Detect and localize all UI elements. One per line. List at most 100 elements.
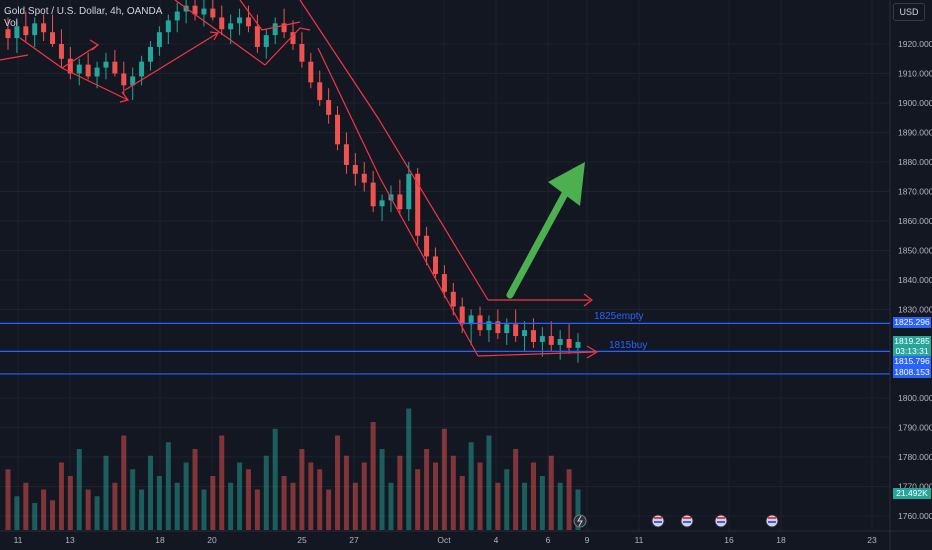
volume-bar xyxy=(406,408,412,530)
volume-bar xyxy=(539,476,545,530)
volume-bar xyxy=(272,428,278,530)
volume-bar xyxy=(468,442,474,530)
volume-bar xyxy=(433,462,438,530)
candle-body xyxy=(406,173,412,210)
candle-body xyxy=(335,114,341,145)
x-tick-label: 25 xyxy=(297,535,307,545)
volume-bar xyxy=(575,489,581,530)
volume-bar xyxy=(326,489,332,530)
candle-body xyxy=(548,336,554,345)
candle-body xyxy=(575,341,581,348)
candle-body xyxy=(58,44,64,59)
candle-body xyxy=(174,11,180,21)
volume-bar xyxy=(299,449,305,530)
candle-body xyxy=(352,164,358,174)
volume-bar xyxy=(370,422,376,530)
volume-bar xyxy=(165,442,171,530)
candle-body xyxy=(299,44,305,62)
volume-label: Vol xyxy=(4,18,18,29)
trend-arrow xyxy=(239,0,301,31)
price-tag-1815: 1815.796 xyxy=(893,356,931,367)
y-tick-label: 1900.000 xyxy=(898,98,932,108)
volume-bar xyxy=(228,482,234,530)
volume-bar xyxy=(237,462,243,530)
volume-bar xyxy=(441,428,447,530)
arrow-head xyxy=(89,39,100,51)
flag-icon[interactable] xyxy=(680,514,694,528)
volume-bar xyxy=(281,476,287,530)
candle-body xyxy=(156,32,162,47)
volume-bar xyxy=(415,469,421,530)
volume-bar xyxy=(139,489,145,530)
candle-body xyxy=(504,324,510,334)
candle-body xyxy=(254,26,260,47)
flag-icon[interactable] xyxy=(714,514,728,528)
volume-bar xyxy=(210,476,216,530)
y-tick-label: 1790.000 xyxy=(898,423,932,433)
price-tag-1825: 1825.296 xyxy=(893,317,931,328)
price-tag-1808: 1808.153 xyxy=(893,367,931,378)
volume-bar xyxy=(130,469,136,530)
flag-icon[interactable] xyxy=(651,514,665,528)
flag-icon[interactable] xyxy=(765,514,779,528)
x-tick-label: 6 xyxy=(546,535,551,545)
candle-body xyxy=(237,17,243,24)
arrow-head xyxy=(586,345,599,359)
volume-bar xyxy=(450,455,456,530)
trend-arrow xyxy=(174,0,266,66)
x-tick-label: Oct xyxy=(437,535,451,545)
volume-bar xyxy=(85,489,91,530)
candle-body xyxy=(121,73,127,86)
volume-bar xyxy=(76,449,82,530)
volume-bar xyxy=(424,449,430,530)
x-tick-label: 4 xyxy=(494,535,499,545)
candle-body xyxy=(32,23,38,36)
volume-bar xyxy=(5,469,11,530)
volume-value-tag: 21.492K xyxy=(893,488,931,499)
flag-stripe xyxy=(768,521,776,523)
candle-body xyxy=(139,61,145,77)
y-tick-label: 1880.000 xyxy=(898,157,932,167)
candle-body xyxy=(361,173,367,183)
candle-body xyxy=(192,5,198,15)
trend-arrow xyxy=(124,32,219,91)
volume-bar xyxy=(112,482,118,530)
flag-stripe xyxy=(683,521,691,523)
volume-bar xyxy=(58,462,64,530)
currency-button[interactable]: USD xyxy=(893,3,925,21)
volume-bar xyxy=(32,503,38,530)
volume-bar xyxy=(522,482,528,530)
candle-body xyxy=(539,336,545,342)
y-tick-label: 1870.000 xyxy=(898,187,932,197)
candle-body xyxy=(219,17,225,30)
volume-bar xyxy=(263,455,269,530)
candle-body xyxy=(228,23,234,30)
candle-body xyxy=(76,64,82,74)
candle-body xyxy=(201,8,207,15)
candle-body xyxy=(486,321,492,331)
arrow-head xyxy=(548,162,585,206)
volume-bar xyxy=(245,469,251,530)
lightning-bolt xyxy=(577,515,583,527)
candle-body xyxy=(148,46,153,62)
symbol-title: Gold Spot / U.S. Dollar, 4h, OANDA xyxy=(4,6,163,17)
candle-body xyxy=(281,23,287,33)
candle-body xyxy=(317,82,323,101)
arrow-head xyxy=(209,31,219,41)
y-tick-label: 1780.000 xyxy=(898,452,932,462)
lightning-icon[interactable] xyxy=(573,514,587,528)
y-tick-label: 1890.000 xyxy=(898,128,932,138)
volume-bar xyxy=(192,449,198,530)
countdown-tag: 03:13:31 xyxy=(893,346,931,357)
volume-bar xyxy=(495,482,501,530)
arrow-head xyxy=(583,293,593,307)
candle-body xyxy=(477,315,483,331)
x-tick-label: 11 xyxy=(635,535,644,545)
volume-bar xyxy=(548,455,554,530)
y-tick-label: 1770.000 xyxy=(898,482,932,492)
volume-bar xyxy=(308,462,314,530)
volume-bar xyxy=(513,449,519,530)
candle-body xyxy=(433,256,438,275)
candle-body xyxy=(343,144,349,165)
